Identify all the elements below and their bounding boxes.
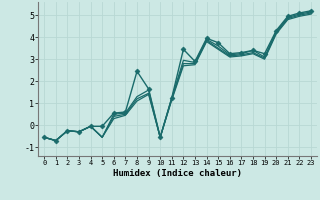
X-axis label: Humidex (Indice chaleur): Humidex (Indice chaleur) xyxy=(113,169,242,178)
